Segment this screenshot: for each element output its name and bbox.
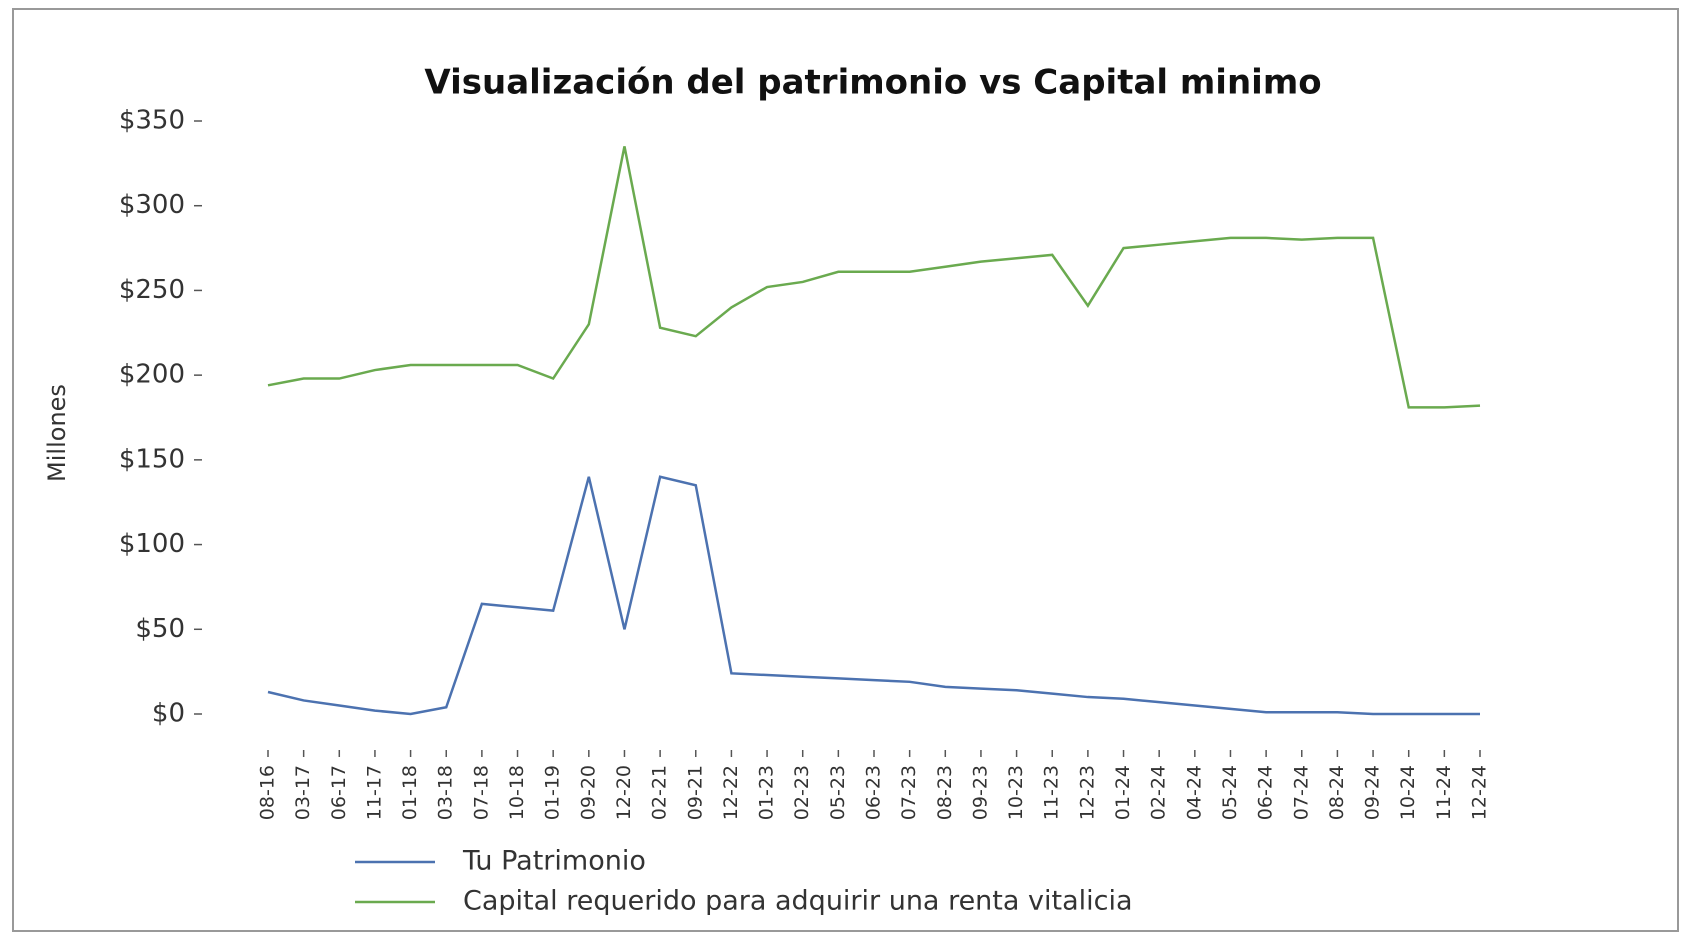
x-tick-label: 07-24: [1290, 765, 1312, 820]
x-tick-label: 11-23: [1041, 765, 1063, 820]
x-tick-label: 06-17: [328, 765, 350, 820]
x-tick-label: 06-23: [863, 765, 885, 820]
x-tick-label: 06-24: [1255, 765, 1277, 820]
y-tick-label: $150: [119, 444, 185, 474]
y-axis-label: Millones: [43, 384, 71, 482]
x-tick-label: 04-24: [1183, 765, 1205, 820]
x-tick-label: 09-21: [684, 765, 706, 820]
x-tick-label: 01-18: [399, 765, 421, 820]
x-tick-label: 09-20: [577, 765, 599, 820]
x-tick-label: 02-24: [1148, 765, 1170, 820]
x-tick-label: 12-22: [720, 765, 742, 820]
x-tick-label: 01-23: [756, 765, 778, 820]
series-line: [267, 475, 1480, 716]
x-tick-label: 09-23: [969, 765, 991, 820]
x-tick-label: 08-16: [257, 765, 279, 820]
x-tick-label: 09-24: [1362, 765, 1384, 820]
x-tick-label: 11-24: [1433, 765, 1455, 820]
y-tick-label: $100: [119, 529, 185, 559]
legend-label: Capital requerido para adquirir una rent…: [463, 886, 1133, 917]
y-tick-label: $200: [119, 360, 185, 390]
y-tick-label: $300: [119, 190, 185, 220]
x-tick-label: 08-24: [1326, 765, 1348, 820]
chart-title: Visualización del patrimonio vs Capital …: [424, 63, 1321, 103]
x-tick-label: 07-23: [898, 765, 920, 820]
x-tick-label: 03-18: [435, 765, 457, 820]
legend-label: Tu Patrimonio: [462, 846, 646, 877]
x-tick-label: 11-17: [363, 765, 385, 820]
x-tick-label: 08-23: [934, 765, 956, 820]
x-tick-label: 05-24: [1219, 765, 1241, 820]
y-tick-label: $0: [152, 699, 185, 729]
x-tick-label: 01-19: [542, 765, 564, 820]
x-tick-label: 03-17: [292, 765, 314, 820]
x-tick-label: 10-24: [1397, 765, 1419, 820]
y-tick-label: $50: [135, 614, 185, 644]
y-tick-label: $350: [119, 106, 185, 136]
x-tick-label: 10-23: [1005, 765, 1027, 820]
x-tick-label: 12-23: [1076, 765, 1098, 820]
x-tick-label: 12-20: [613, 765, 635, 820]
x-tick-label: 02-21: [649, 765, 671, 820]
x-tick-label: 07-18: [470, 765, 492, 820]
x-tick-label: 02-23: [791, 765, 813, 820]
x-tick-label: 05-23: [827, 765, 849, 820]
x-tick-label: 01-24: [1112, 765, 1134, 820]
frame: [12, 8, 1679, 932]
x-tick-label: 10-18: [506, 765, 528, 820]
x-tick-label: 12-24: [1469, 765, 1491, 820]
y-tick-label: $250: [119, 275, 185, 305]
series-line: [267, 146, 1481, 409]
